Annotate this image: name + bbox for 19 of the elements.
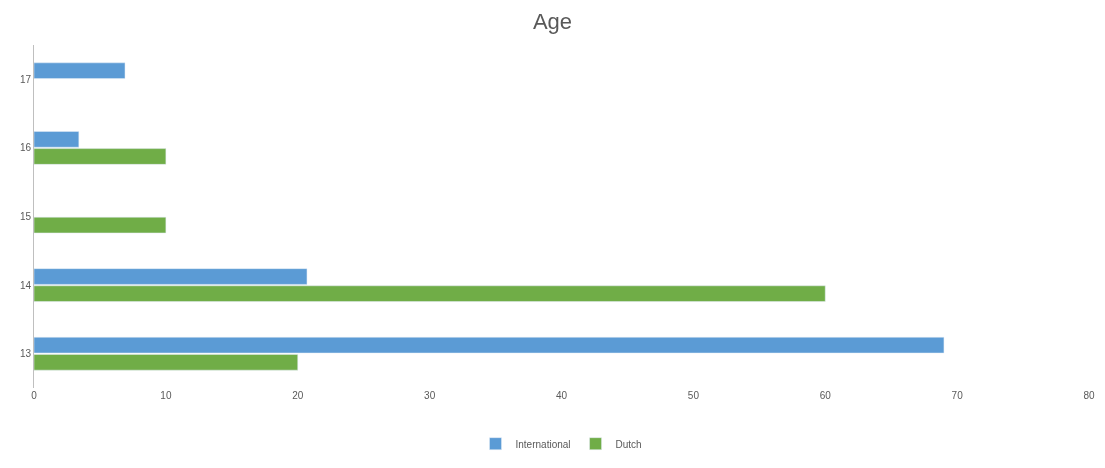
x-tick-label: 40 — [555, 390, 568, 401]
y-tick-label: 16 — [19, 142, 32, 154]
legend-label: International — [515, 438, 571, 450]
y-tick-label: 17 — [19, 73, 32, 85]
x-tick-label: 80 — [1083, 390, 1095, 401]
x-tick-label: 10 — [160, 390, 172, 401]
y-tick-label: 13 — [19, 348, 32, 360]
bar — [34, 216, 167, 234]
legend-label: Dutch — [615, 438, 642, 450]
y-tick-label: 14 — [19, 279, 32, 291]
x-tick-label: 50 — [687, 390, 700, 401]
bar — [34, 62, 126, 79]
x-tick-label: 60 — [819, 390, 832, 401]
x-tick-label: 70 — [951, 390, 964, 401]
x-tick-label: 30 — [424, 390, 436, 401]
x-tick-label: 0 — [31, 390, 38, 401]
y-tick-label: 15 — [19, 211, 32, 222]
chart-title: Age — [532, 9, 573, 35]
x-tick-label: 20 — [292, 390, 304, 401]
